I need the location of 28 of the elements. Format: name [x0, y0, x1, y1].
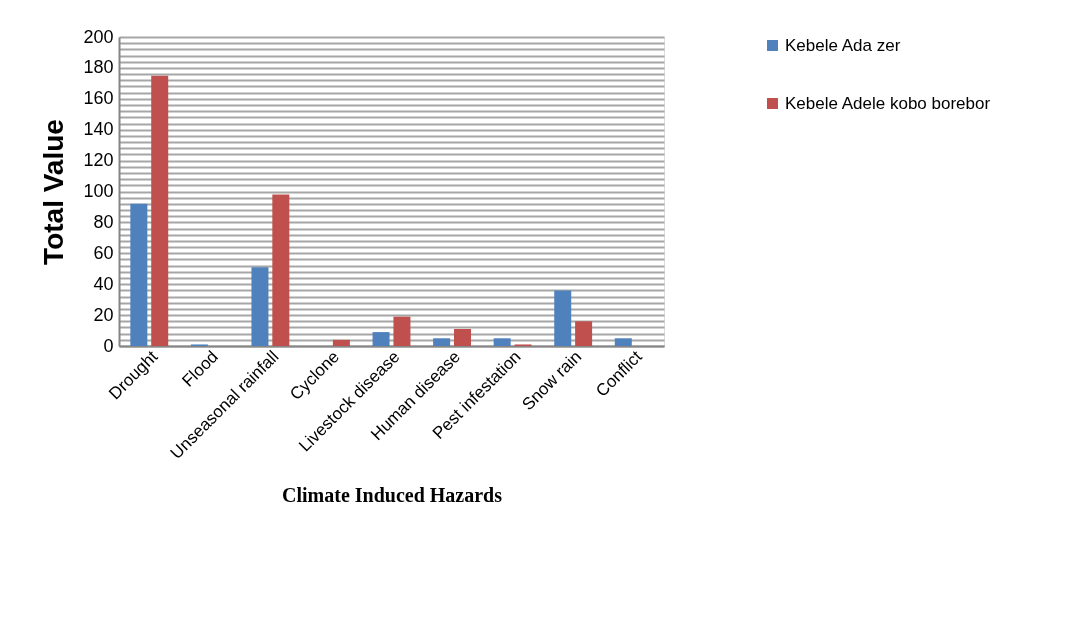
y-tick-label: 140 — [83, 119, 114, 140]
bar — [493, 338, 511, 346]
y-tick-label: 20 — [93, 304, 114, 325]
legend-label: Kebele Ada zer — [785, 35, 901, 55]
bar — [332, 339, 350, 346]
y-tick-label: 180 — [83, 57, 114, 78]
bar — [393, 316, 411, 346]
bar — [272, 194, 290, 346]
bar — [251, 267, 269, 346]
x-axis-title: Climate Induced Hazards — [282, 484, 503, 507]
bar — [614, 338, 632, 346]
y-tick-label: 160 — [83, 88, 114, 109]
bar — [151, 75, 169, 346]
bar — [554, 290, 572, 346]
y-tick-label: 60 — [93, 242, 114, 263]
y-tick-label: 0 — [103, 335, 114, 356]
y-tick-label: 200 — [83, 26, 114, 47]
bar — [433, 338, 451, 346]
bar — [454, 329, 471, 346]
bar — [575, 321, 593, 346]
y-tick-label: 120 — [83, 150, 114, 171]
y-tick-label: 100 — [83, 181, 114, 201]
y-tick-label: 40 — [93, 273, 114, 294]
bar — [130, 203, 148, 346]
legend-label: Kebele Adele kobo borebor — [785, 93, 991, 113]
y-axis-title: Total Value — [38, 119, 70, 265]
y-tick-label: 80 — [93, 211, 114, 232]
bar — [372, 332, 390, 346]
